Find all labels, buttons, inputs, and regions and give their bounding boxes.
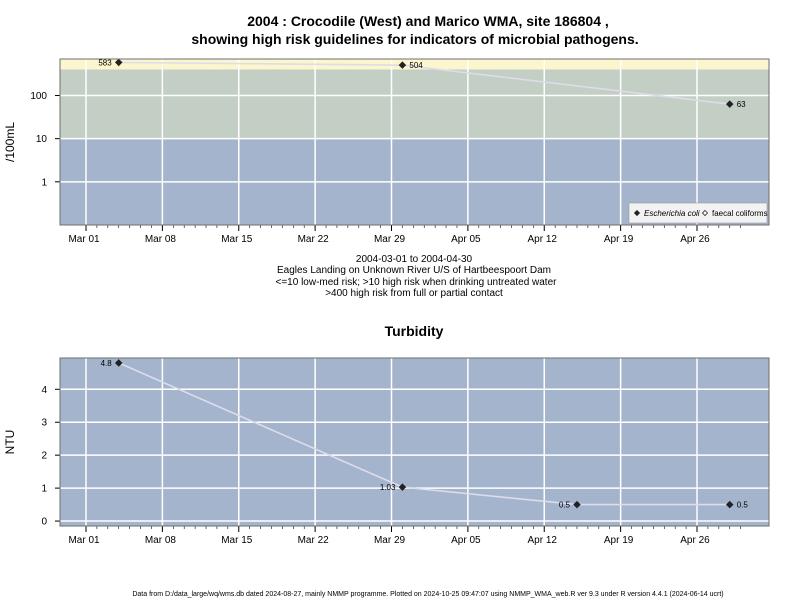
data-label: 504 xyxy=(409,61,423,70)
data-label: 4.8 xyxy=(101,359,113,368)
x-tick-label: Apr 19 xyxy=(604,535,634,546)
y-axis-label: NTU xyxy=(3,430,17,455)
y-tick-label: 3 xyxy=(41,418,47,429)
x-tick-label: Apr 26 xyxy=(680,234,710,245)
y-tick-label: 2 xyxy=(41,451,47,462)
data-point xyxy=(114,58,123,67)
y-tick-label: 100 xyxy=(30,91,47,102)
y-tick-label: 1 xyxy=(41,177,47,188)
data-point xyxy=(398,61,407,69)
data-label: 0.5 xyxy=(559,501,571,510)
x-tick-label: Mar 01 xyxy=(68,535,100,546)
legend-label-e-coli: Escherichia coli xyxy=(644,209,700,218)
x-tick-label: Mar 22 xyxy=(298,234,330,245)
data-point xyxy=(725,500,734,509)
turbidity-title: Turbidity xyxy=(385,323,444,339)
guideline-band-1 xyxy=(60,69,769,139)
legend-label-faecal: faecal coliforms xyxy=(712,209,768,218)
x-tick-label: Apr 05 xyxy=(451,234,481,245)
x-tick-label: Apr 12 xyxy=(528,234,558,245)
x-tick-label: Mar 08 xyxy=(145,535,177,546)
y-tick-label: 4 xyxy=(41,385,47,396)
guideline-band-2 xyxy=(60,59,769,70)
x-tick-label: Mar 29 xyxy=(374,535,406,546)
y-tick-label: 0 xyxy=(41,517,47,528)
series-line xyxy=(118,362,730,506)
y-axis-label: /100mL xyxy=(3,122,17,162)
legend-box xyxy=(628,202,768,224)
data-point xyxy=(114,359,123,367)
x-tick-label: Mar 01 xyxy=(68,234,100,245)
y-tick-label: 10 xyxy=(36,134,48,145)
x-tick-label: Apr 12 xyxy=(528,535,558,546)
x-tick-label: Mar 29 xyxy=(374,234,406,245)
y-tick-label: 1 xyxy=(41,484,47,495)
plot-frame xyxy=(59,58,770,226)
chart-title-line1: 2004 : Crocodile (West) and Marico WMA, … xyxy=(247,13,609,29)
data-label: 0.5 xyxy=(737,501,749,510)
x-tick-label: Apr 19 xyxy=(604,234,634,245)
data-point xyxy=(398,483,407,491)
data-label: 583 xyxy=(98,58,112,67)
chart-title-line2: showing high risk guidelines for indicat… xyxy=(191,31,638,47)
data-point xyxy=(725,100,734,108)
x-tick-label: Mar 15 xyxy=(221,234,253,245)
caption-date-range: 2004-03-01 to 2004-04-30 xyxy=(356,254,473,265)
turbidity-panel: Mar 01 Mar 08 Mar 15 Mar 22 Mar 29 Apr 05 Apr … xyxy=(3,357,770,546)
microbial-panel: Mar 01 Mar 08 Mar 15 Mar 22 Mar 29 Apr 05 Apr … xyxy=(3,58,770,245)
caption-guideline-low: <=10 low-med risk; >10 high risk when dr… xyxy=(276,277,558,288)
x-tick-label: Mar 08 xyxy=(145,234,177,245)
legend-marker-e-coli xyxy=(633,209,641,217)
data-label: 1.03 xyxy=(380,483,396,492)
plot-background xyxy=(60,358,769,526)
caption-site-name: Eagles Landing on Unknown River U/S of H… xyxy=(277,265,551,276)
x-tick-label: Mar 22 xyxy=(298,535,330,546)
x-tick-label: Mar 15 xyxy=(221,535,253,546)
data-label: 63 xyxy=(737,100,746,109)
legend-marker-faecal xyxy=(701,209,709,217)
footer-note: Data from D:/data_large/wq/wms.db dated … xyxy=(132,591,723,598)
data-point xyxy=(573,500,581,509)
x-tick-label: Apr 05 xyxy=(451,535,481,546)
plot-frame xyxy=(59,357,770,527)
x-tick-label: Apr 26 xyxy=(680,535,710,546)
caption-guideline-high: >400 high risk from full or partial cont… xyxy=(325,288,503,299)
